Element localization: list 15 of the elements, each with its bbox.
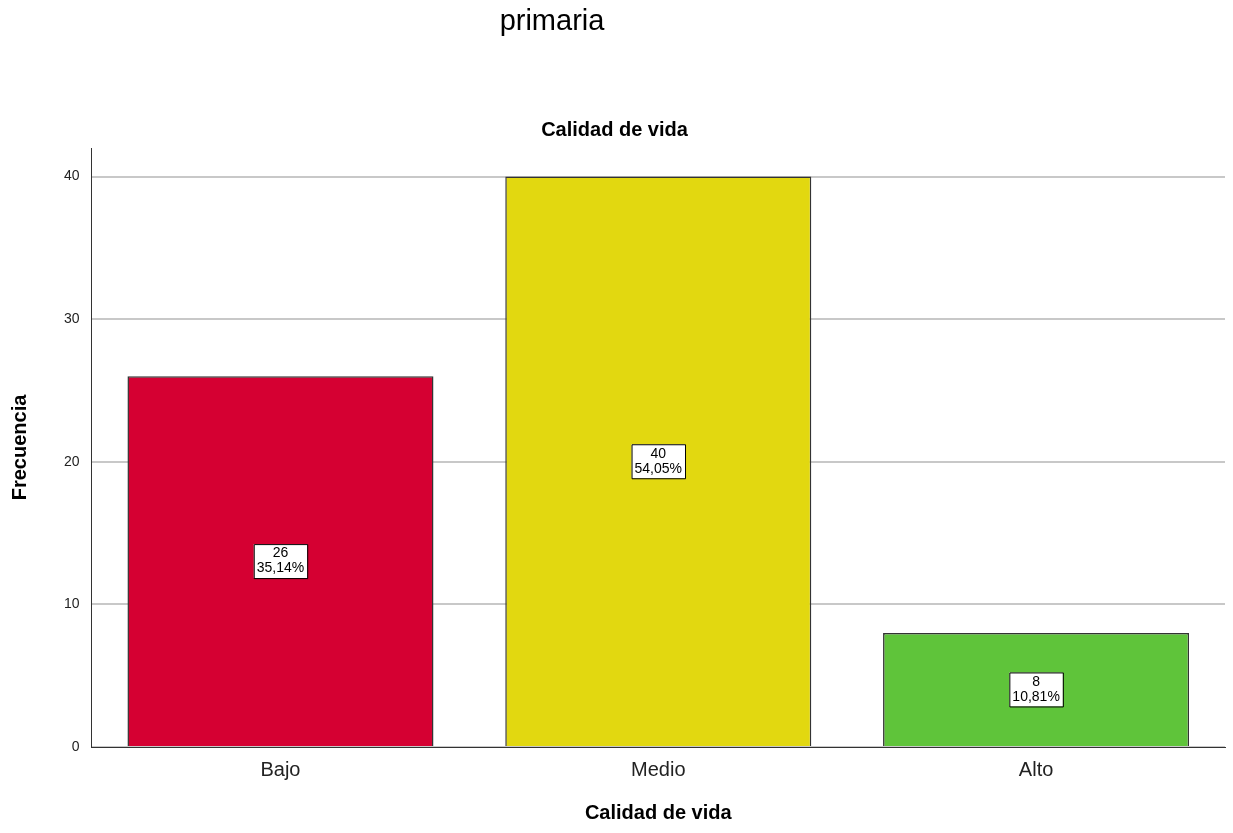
y-tick-label: 20 — [63, 452, 80, 469]
x-tick-label: Medio — [631, 757, 686, 780]
y-tick-label: 30 — [63, 310, 80, 326]
text: primaria — [498, 4, 606, 37]
x-tick-label: Bajo — [260, 757, 301, 780]
data-label: 8 10,81% — [1012, 672, 1060, 704]
data-label: 26 35,14% — [256, 544, 305, 576]
chart-title: Calidad de vida — [541, 117, 689, 140]
x-tick-label: Alto — [1018, 757, 1054, 780]
y-tick-label: 10 — [63, 595, 80, 612]
data-label: 40 54,05% — [634, 444, 683, 476]
y-axis-title: Frecuencia — [7, 393, 30, 501]
y-tick-label: 0 — [71, 737, 80, 754]
x-axis-title: Calidad de vida — [584, 800, 733, 823]
y-tick-label: 40 — [63, 167, 80, 184]
